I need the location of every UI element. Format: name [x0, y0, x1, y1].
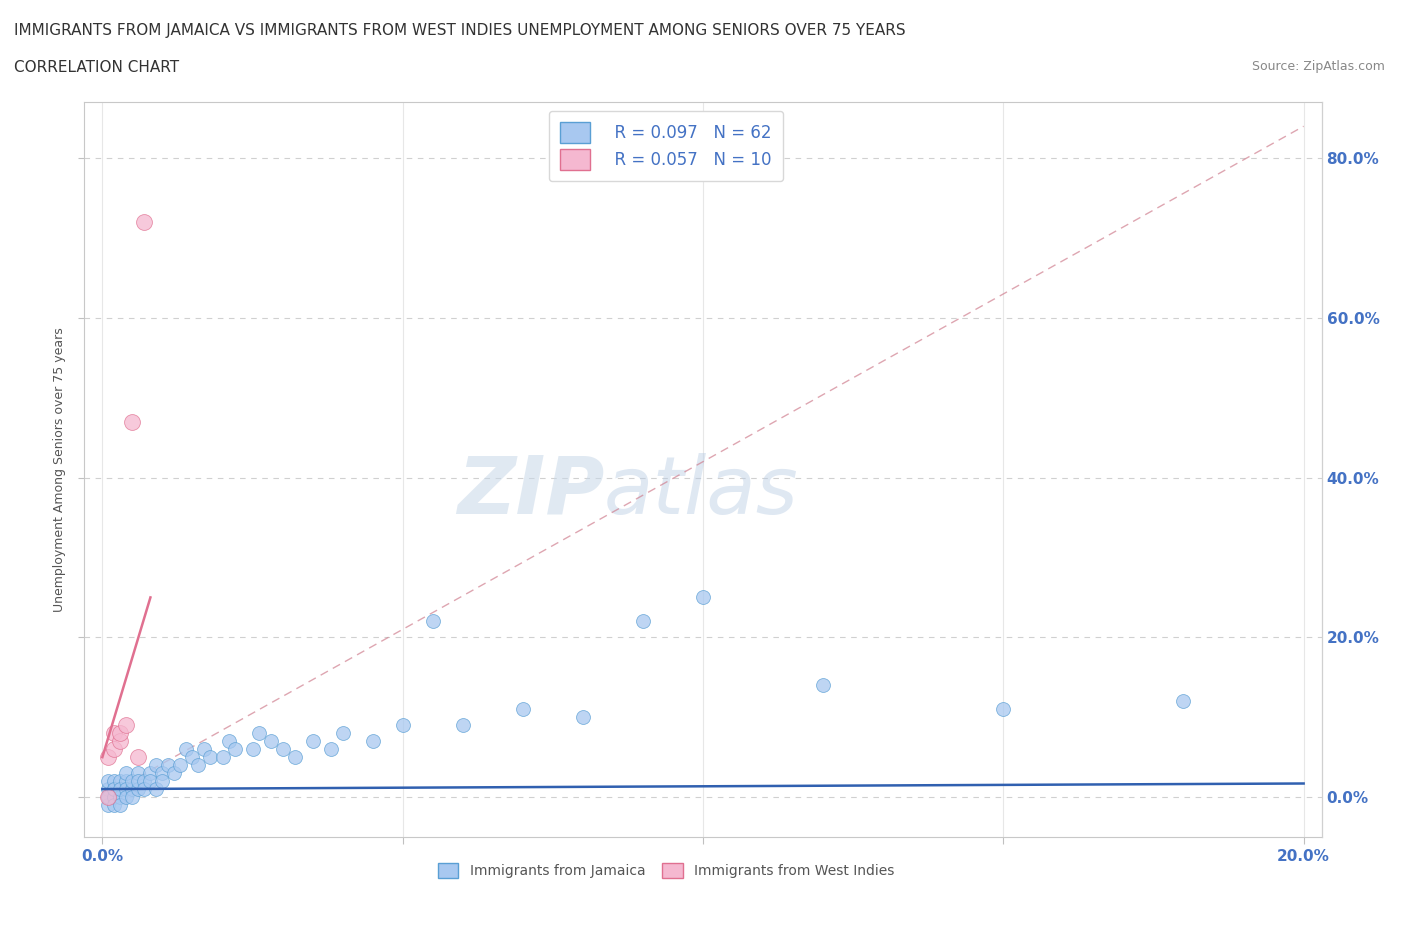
Point	[692, 590, 714, 604]
Point	[110, 774, 132, 789]
Legend: Immigrants from Jamaica, Immigrants from West Indies: Immigrants from Jamaica, Immigrants from…	[430, 856, 901, 885]
Point	[97, 790, 120, 804]
Point	[422, 614, 444, 629]
Point	[284, 750, 307, 764]
Point	[103, 774, 125, 789]
Point	[103, 781, 125, 796]
Point	[993, 702, 1015, 717]
Point	[121, 774, 143, 789]
Point	[110, 781, 132, 796]
Point	[115, 765, 138, 780]
Text: IMMIGRANTS FROM JAMAICA VS IMMIGRANTS FROM WEST INDIES UNEMPLOYMENT AMONG SENIOR: IMMIGRANTS FROM JAMAICA VS IMMIGRANTS FR…	[14, 23, 905, 38]
Point	[157, 758, 180, 773]
Point	[218, 734, 240, 749]
Point	[361, 734, 384, 749]
Point	[127, 750, 149, 764]
Point	[110, 798, 132, 813]
Point	[121, 790, 143, 804]
Point	[103, 725, 125, 740]
Point	[97, 790, 120, 804]
Point	[127, 765, 149, 780]
Point	[115, 781, 138, 796]
Point	[121, 414, 143, 429]
Point	[152, 774, 174, 789]
Point	[103, 790, 125, 804]
Text: Source: ZipAtlas.com: Source: ZipAtlas.com	[1251, 60, 1385, 73]
Point	[163, 765, 186, 780]
Point	[631, 614, 654, 629]
Point	[145, 758, 167, 773]
Point	[139, 765, 162, 780]
Point	[110, 725, 132, 740]
Point	[115, 790, 138, 804]
Y-axis label: Unemployment Among Seniors over 75 years: Unemployment Among Seniors over 75 years	[52, 327, 66, 612]
Point	[224, 742, 246, 757]
Point	[110, 734, 132, 749]
Point	[512, 702, 534, 717]
Point	[181, 750, 204, 764]
Point	[103, 742, 125, 757]
Point	[211, 750, 233, 764]
Point	[193, 742, 215, 757]
Point	[97, 798, 120, 813]
Point	[152, 765, 174, 780]
Point	[301, 734, 323, 749]
Text: ZIP: ZIP	[457, 453, 605, 531]
Text: CORRELATION CHART: CORRELATION CHART	[14, 60, 179, 75]
Point	[242, 742, 264, 757]
Point	[572, 710, 595, 724]
Point	[97, 750, 120, 764]
Point	[134, 781, 156, 796]
Point	[134, 774, 156, 789]
Point	[127, 774, 149, 789]
Point	[811, 678, 834, 693]
Point	[200, 750, 222, 764]
Point	[97, 781, 120, 796]
Point	[97, 790, 120, 804]
Point	[319, 742, 342, 757]
Point	[145, 781, 167, 796]
Point	[271, 742, 294, 757]
Point	[103, 781, 125, 796]
Point	[187, 758, 209, 773]
Point	[127, 781, 149, 796]
Point	[115, 774, 138, 789]
Point	[176, 742, 198, 757]
Point	[110, 790, 132, 804]
Point	[134, 215, 156, 230]
Point	[451, 718, 474, 733]
Point	[115, 718, 138, 733]
Point	[1173, 694, 1195, 709]
Point	[121, 781, 143, 796]
Point	[97, 774, 120, 789]
Point	[332, 725, 354, 740]
Point	[391, 718, 413, 733]
Point	[139, 774, 162, 789]
Point	[259, 734, 281, 749]
Text: atlas: atlas	[605, 453, 799, 531]
Point	[103, 798, 125, 813]
Point	[247, 725, 270, 740]
Point	[169, 758, 191, 773]
